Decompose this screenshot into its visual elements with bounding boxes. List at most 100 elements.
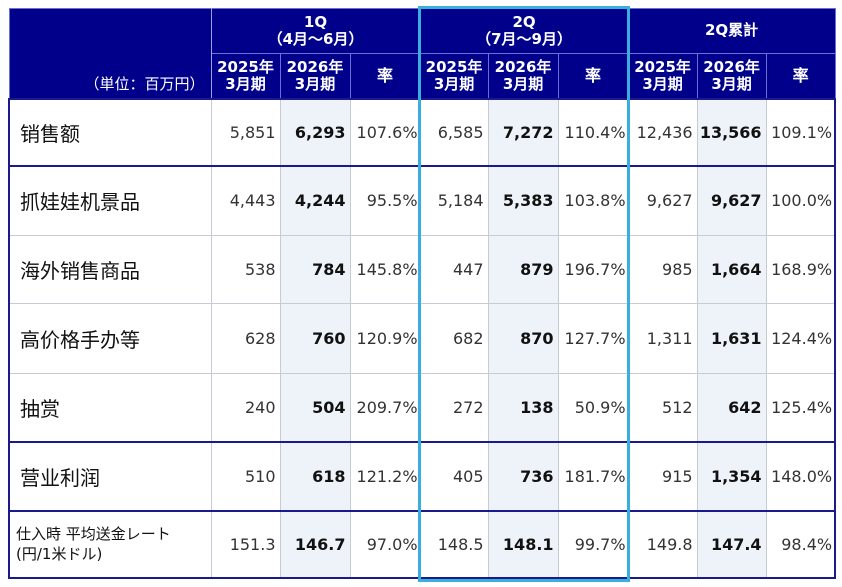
table-row: 海外销售商品 538 784 145.8% 447 879 196.7% 985 1,664 16… xyxy=(8,234,837,304)
col-header-curr-year: 2026年 3月期 xyxy=(279,53,351,100)
group-title: 2Q xyxy=(512,12,536,31)
row-label: 仕入時 平均送金レート (円/1米ドル) xyxy=(8,510,212,579)
prev-year-value: 5,851 xyxy=(210,98,281,167)
col-header-line1: 2026年 xyxy=(286,57,344,76)
table-row: 销售额 5,851 6,293 107.6% 6,585 7,272 110.4% 12,43… xyxy=(8,98,837,167)
rate-value: 124.4% xyxy=(765,302,837,374)
table-row: 高价格手办等 628 760 120.9% 682 870 127.7% 1,311 1,631… xyxy=(8,302,837,374)
prev-year-value: 6,585 xyxy=(419,98,489,167)
table-row: 抽赏 240 504 209.7% 272 138 50.9% 512 642 125.4% xyxy=(8,372,837,443)
unit-label: （単位：百万円） xyxy=(8,8,212,100)
curr-year-value: 879 xyxy=(487,234,559,304)
rate-value: 50.9% xyxy=(557,372,629,443)
curr-year-value: 138 xyxy=(487,372,559,443)
curr-year-value: 6,293 xyxy=(279,98,351,167)
col-header-prev-year: 2025年 3月期 xyxy=(419,53,489,100)
prev-year-value: 985 xyxy=(627,234,698,304)
row-label-line2: (円/1米ドル) xyxy=(16,544,103,563)
col-header-prev-year: 2025年 3月期 xyxy=(627,53,698,100)
prev-year-value: 151.3 xyxy=(210,510,281,579)
row-label: 抽赏 xyxy=(8,372,212,443)
row-label-line1: 仕入時 平均送金レート xyxy=(16,525,171,543)
curr-year-value: 1,631 xyxy=(696,302,767,374)
rate-value: 196.7% xyxy=(557,234,629,304)
prev-year-value: 682 xyxy=(419,302,489,374)
rate-value: 107.6% xyxy=(349,98,421,167)
col-header-line1: 2025年 xyxy=(634,57,691,76)
table-row: 抓娃娃机景品 4,443 4,244 95.5% 5,184 5,383 103.8% 9,6… xyxy=(8,165,837,236)
rate-value: 103.8% xyxy=(557,165,629,236)
curr-year-value: 13,566 xyxy=(696,98,767,167)
prev-year-value: 538 xyxy=(210,234,281,304)
curr-year-value: 4,244 xyxy=(279,165,351,236)
prev-year-value: 12,436 xyxy=(627,98,698,167)
rate-value: 109.1% xyxy=(765,98,837,167)
curr-year-value: 736 xyxy=(487,441,559,512)
financial-summary-table: （単位：百万円） 1Q （4月～6月） 2Q （7月～9月） 2Q累計 2025… xyxy=(8,8,837,579)
rate-value: 95.5% xyxy=(349,165,421,236)
row-label: 海外销售商品 xyxy=(8,234,212,304)
row-label-line1: 海外销售商品 xyxy=(20,258,140,283)
prev-year-value: 510 xyxy=(210,441,281,512)
curr-year-value: 760 xyxy=(279,302,351,374)
col-header-line1: 2025年 xyxy=(425,57,483,76)
prev-year-value: 272 xyxy=(419,372,489,443)
curr-year-value: 146.7 xyxy=(279,510,351,579)
group-title: 2Q累計 xyxy=(704,21,759,40)
prev-year-value: 512 xyxy=(627,372,698,443)
col-header-line2: 3月期 xyxy=(294,75,336,93)
col-header-curr-year: 2026年 3月期 xyxy=(487,53,559,100)
table-row: 营业利润 510 618 121.2% 405 736 181.7% 915 1,354 148.… xyxy=(8,441,837,512)
curr-year-value: 9,627 xyxy=(696,165,767,236)
col-header-line2: 3月期 xyxy=(711,75,752,93)
row-label-line1: 抓娃娃机景品 xyxy=(20,190,140,215)
curr-year-value: 618 xyxy=(279,441,351,512)
group-header-2q: 2Q （7月～9月） xyxy=(419,8,629,54)
prev-year-value: 148.5 xyxy=(419,510,489,579)
rate-value: 209.7% xyxy=(349,372,421,443)
col-header-line2: 3月期 xyxy=(225,75,266,93)
curr-year-value: 7,272 xyxy=(487,98,559,167)
curr-year-value: 1,664 xyxy=(696,234,767,304)
group-subtitle: （7月～9月） xyxy=(476,30,572,48)
col-header-line1: 2026年 xyxy=(494,57,552,76)
row-label-line1: 销售额 xyxy=(20,122,80,146)
curr-year-value: 148.1 xyxy=(487,510,559,579)
col-header-line2: 3月期 xyxy=(433,75,475,93)
rate-value: 99.7% xyxy=(557,510,629,579)
rate-value: 98.4% xyxy=(765,510,837,579)
prev-year-value: 405 xyxy=(419,441,489,512)
col-header-line1: 2025年 xyxy=(217,57,274,76)
group-header-1q: 1Q （4月～6月） xyxy=(210,8,421,54)
curr-year-value: 5,383 xyxy=(487,165,559,236)
prev-year-value: 447 xyxy=(419,234,489,304)
curr-year-value: 147.4 xyxy=(696,510,767,579)
prev-year-value: 5,184 xyxy=(419,165,489,236)
rate-value: 110.4% xyxy=(557,98,629,167)
curr-year-value: 870 xyxy=(487,302,559,374)
group-title: 1Q xyxy=(303,12,328,31)
rate-value: 127.7% xyxy=(557,302,629,374)
rate-value: 100.0% xyxy=(765,165,837,236)
prev-year-value: 628 xyxy=(210,302,281,374)
col-header-rate: 率 xyxy=(349,53,421,100)
rate-value: 125.4% xyxy=(765,372,837,443)
prev-year-value: 1,311 xyxy=(627,302,698,374)
row-label: 高价格手办等 xyxy=(8,302,212,374)
rate-value: 121.2% xyxy=(349,441,421,512)
rate-value: 148.0% xyxy=(765,441,837,512)
rate-value: 181.7% xyxy=(557,441,629,512)
rate-value: 145.8% xyxy=(349,234,421,304)
row-label-line1: 营业利润 xyxy=(20,466,100,490)
table-body: 销售额 5,851 6,293 107.6% 6,585 7,272 110.4% 12,43… xyxy=(8,98,837,579)
rate-value: 168.9% xyxy=(765,234,837,304)
curr-year-value: 1,354 xyxy=(696,441,767,512)
group-header-2q-cumulative: 2Q累計 xyxy=(627,8,836,54)
subheader-row: 2025年 3月期 2026年 3月期率 2025年 3月期 2026年 3月期率 2025年 3… xyxy=(9,53,836,100)
col-header-line2: 3月期 xyxy=(642,75,683,93)
group-subtitle: （4月～6月） xyxy=(267,30,364,48)
row-label-line1: 高价格手办等 xyxy=(20,327,140,352)
col-header-rate: 率 xyxy=(765,53,836,100)
col-header-curr-year: 2026年 3月期 xyxy=(696,53,767,100)
row-label: 销售额 xyxy=(8,98,212,167)
